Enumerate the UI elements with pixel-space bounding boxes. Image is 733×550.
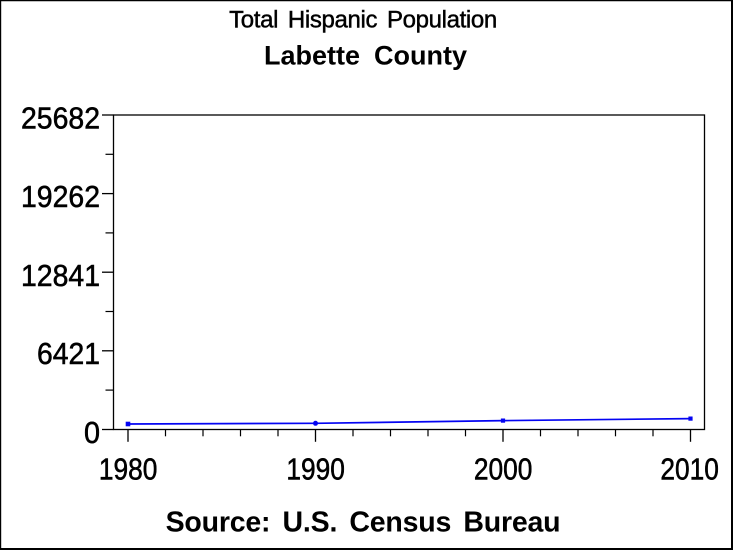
svg-text:19262: 19262 xyxy=(21,180,100,214)
svg-text:Total Hispanic Population: Total Hispanic Population xyxy=(229,7,497,34)
svg-text:2000: 2000 xyxy=(474,453,533,487)
svg-text:25682: 25682 xyxy=(21,102,100,136)
svg-text:2010: 2010 xyxy=(660,453,719,487)
svg-text:Labette County: Labette County xyxy=(264,41,467,71)
svg-text:Source: U.S. Census Bureau: Source: U.S. Census Bureau xyxy=(166,506,561,538)
svg-text:1980: 1980 xyxy=(99,453,158,487)
svg-text:6421: 6421 xyxy=(37,337,100,371)
svg-text:12841: 12841 xyxy=(21,259,100,293)
svg-text:0: 0 xyxy=(84,416,100,450)
svg-text:1990: 1990 xyxy=(286,453,345,487)
